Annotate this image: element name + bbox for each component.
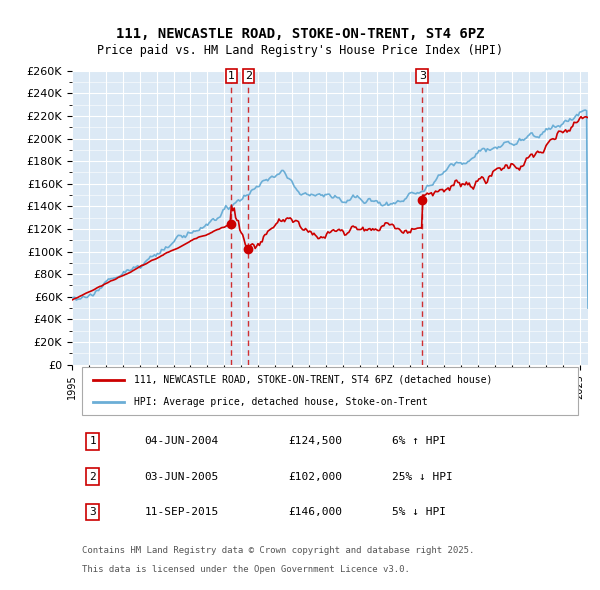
Text: 2: 2 xyxy=(245,71,252,81)
Text: 25% ↓ HPI: 25% ↓ HPI xyxy=(392,472,452,481)
Text: £124,500: £124,500 xyxy=(289,437,343,447)
Text: 03-JUN-2005: 03-JUN-2005 xyxy=(144,472,218,481)
Text: 3: 3 xyxy=(419,71,426,81)
Text: Contains HM Land Registry data © Crown copyright and database right 2025.: Contains HM Land Registry data © Crown c… xyxy=(82,546,475,555)
Text: 2: 2 xyxy=(89,472,96,481)
Text: HPI: Average price, detached house, Stoke-on-Trent: HPI: Average price, detached house, Stok… xyxy=(134,397,428,407)
Text: 11-SEP-2015: 11-SEP-2015 xyxy=(144,507,218,517)
Text: 5% ↓ HPI: 5% ↓ HPI xyxy=(392,507,446,517)
Text: 1: 1 xyxy=(89,437,96,447)
Text: 1: 1 xyxy=(228,71,235,81)
FancyBboxPatch shape xyxy=(82,367,578,415)
Text: 111, NEWCASTLE ROAD, STOKE-ON-TRENT, ST4 6PZ (detached house): 111, NEWCASTLE ROAD, STOKE-ON-TRENT, ST4… xyxy=(134,375,492,385)
Text: Price paid vs. HM Land Registry's House Price Index (HPI): Price paid vs. HM Land Registry's House … xyxy=(97,44,503,57)
Text: £102,000: £102,000 xyxy=(289,472,343,481)
Text: 6% ↑ HPI: 6% ↑ HPI xyxy=(392,437,446,447)
Text: 111, NEWCASTLE ROAD, STOKE-ON-TRENT, ST4 6PZ: 111, NEWCASTLE ROAD, STOKE-ON-TRENT, ST4… xyxy=(116,27,484,41)
Text: This data is licensed under the Open Government Licence v3.0.: This data is licensed under the Open Gov… xyxy=(82,565,410,575)
Text: £146,000: £146,000 xyxy=(289,507,343,517)
Text: 04-JUN-2004: 04-JUN-2004 xyxy=(144,437,218,447)
Text: 3: 3 xyxy=(89,507,96,517)
